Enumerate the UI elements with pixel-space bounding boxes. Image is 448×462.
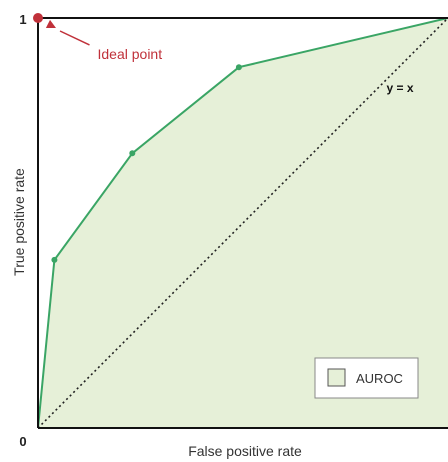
legend: AUROC [314, 357, 419, 399]
ideal-point-arrow [59, 30, 90, 46]
diagonal-line [37, 17, 448, 429]
ideal-point-label: Ideal point [98, 46, 163, 62]
legend-swatch-auroc [327, 368, 346, 387]
y-tick-label-1: 1 [19, 12, 26, 27]
roc-point-1 [51, 256, 58, 263]
ideal-point-arrowhead [45, 19, 56, 28]
x-axis-label: False positive rate [188, 443, 302, 459]
legend-label-auroc: AUROC [356, 371, 403, 386]
roc-point-2 [129, 150, 136, 157]
diagonal-label: y = x [387, 81, 414, 95]
ideal-point-marker [33, 13, 43, 23]
roc-points [51, 64, 242, 263]
auroc-area [38, 18, 448, 428]
origin-tick-label: 0 [19, 434, 26, 449]
y-axis-label: True positive rate [11, 168, 27, 276]
roc-point-3 [235, 64, 242, 71]
